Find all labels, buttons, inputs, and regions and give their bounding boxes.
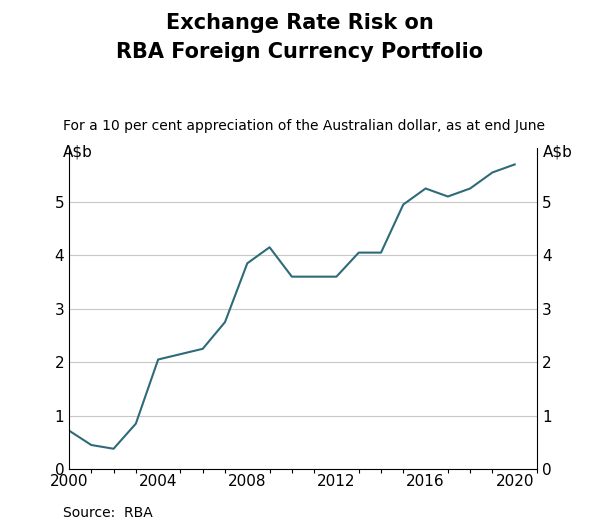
Text: Source:  RBA: Source: RBA xyxy=(63,506,153,520)
Text: A$b: A$b xyxy=(543,144,573,159)
Text: For a 10 per cent appreciation of the Australian dollar, as at end June: For a 10 per cent appreciation of the Au… xyxy=(63,119,545,133)
Text: Exchange Rate Risk on: Exchange Rate Risk on xyxy=(166,13,434,33)
Text: RBA Foreign Currency Portfolio: RBA Foreign Currency Portfolio xyxy=(116,42,484,63)
Text: A$b: A$b xyxy=(63,144,93,159)
